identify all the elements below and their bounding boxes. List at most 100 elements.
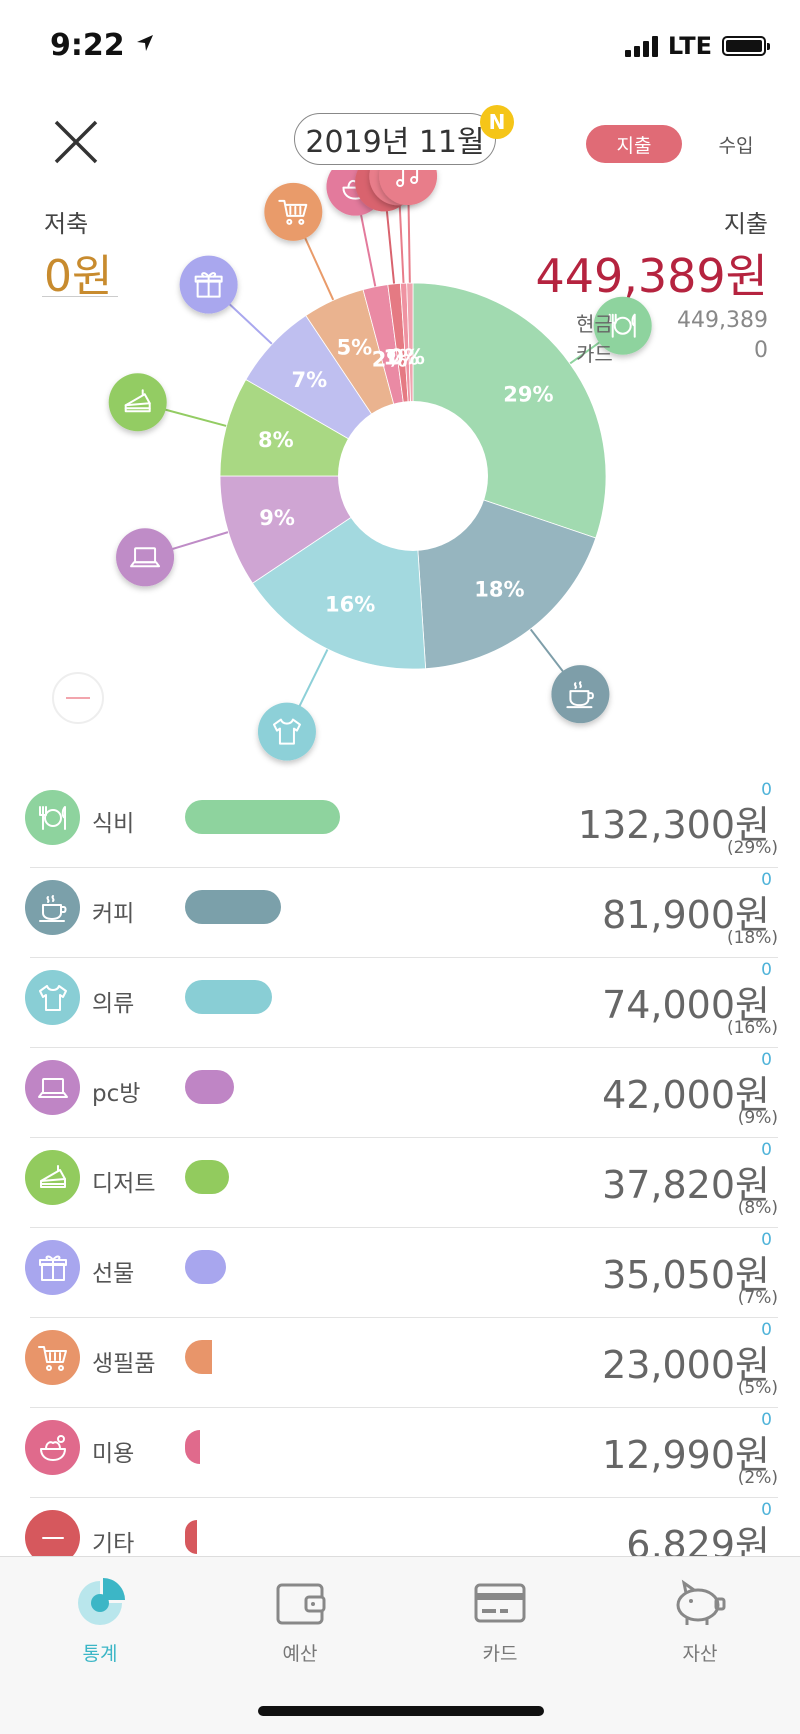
row-divider	[30, 1317, 778, 1318]
location-arrow-icon	[137, 35, 154, 51]
category-bar	[185, 1430, 200, 1464]
category-name: 생필품	[92, 1351, 156, 1377]
savings-value: 0원	[44, 251, 113, 302]
card-icon	[474, 1583, 526, 1623]
row-divider	[30, 1497, 778, 1498]
category-name: 의류	[92, 991, 135, 1017]
chart-bubble-cart-icon[interactable]	[264, 182, 323, 241]
tab-expense[interactable]: 지출	[586, 125, 682, 163]
category-bar	[185, 890, 281, 924]
more-categories-button[interactable]	[52, 672, 104, 724]
list-item[interactable]: 디저트 0 37,820원 (8%)	[0, 1138, 800, 1228]
card-value: 0	[754, 338, 768, 363]
category-bar	[185, 1070, 234, 1104]
category-amount: 74,000원	[602, 983, 770, 1027]
tab-card[interactable]: 카드	[440, 1575, 560, 1675]
tab-assets[interactable]: 자산	[640, 1575, 760, 1675]
battery-icon	[722, 36, 770, 56]
home-indicator	[258, 1706, 544, 1716]
piggy-bank-icon	[676, 1579, 726, 1625]
beauty-icon	[25, 1420, 80, 1475]
category-percent: (29%)	[726, 838, 778, 858]
category-bar	[185, 800, 340, 834]
tshirt-icon	[272, 718, 301, 745]
chart-bubble-tshirt-icon[interactable]	[257, 702, 316, 761]
list-item[interactable]: 생필품 0 23,000원 (5%)	[0, 1318, 800, 1408]
tab-stats-label: 통계	[82, 1643, 118, 1665]
category-amount: 81,900원	[602, 893, 770, 937]
slice-label: 5%	[337, 336, 373, 360]
network-type: LTE	[667, 32, 712, 60]
chart-bubble-music-icon[interactable]	[379, 170, 438, 206]
budget-value: 0	[761, 1410, 772, 1430]
category-bar	[185, 1250, 226, 1284]
cart-icon	[278, 199, 308, 225]
list-item[interactable]: 식비 0 132,300원 (29%)	[0, 778, 800, 868]
status-time: 9:22	[50, 28, 155, 63]
cash-label: 현금	[576, 312, 613, 336]
list-item[interactable]: 선물 0 35,050원 (7%)	[0, 1228, 800, 1318]
chart-bubble-laptop-icon[interactable]	[116, 528, 175, 587]
tshirt-icon	[25, 970, 80, 1025]
slice-label: 16%	[325, 592, 375, 616]
budget-value: 0	[761, 960, 772, 980]
category-list: 식비 0 132,300원 (29%) 커피 0 81,900원 (18%) 의…	[0, 778, 800, 1588]
expense-label: 지출	[723, 210, 768, 238]
new-badge: N	[480, 105, 514, 139]
slice-label: 1%	[383, 346, 419, 370]
coffee-icon	[25, 880, 80, 935]
list-item[interactable]: 미용 0 12,990원 (2%)	[0, 1408, 800, 1498]
row-divider	[30, 1047, 778, 1048]
cash-value: 449,389	[677, 308, 768, 333]
slice-label: 29%	[503, 382, 553, 406]
row-divider	[30, 867, 778, 868]
wallet-icon	[276, 1583, 326, 1625]
chart-bubble-gift-icon[interactable]	[179, 255, 238, 314]
tab-assets-label: 자산	[682, 1643, 718, 1665]
stats-icon	[78, 1578, 125, 1625]
category-percent: (5%)	[737, 1378, 778, 1398]
dining-icon	[25, 790, 80, 845]
list-item[interactable]: 커피 0 81,900원 (18%)	[0, 868, 800, 958]
slice-label: 7%	[292, 368, 328, 392]
category-percent: (8%)	[737, 1198, 778, 1218]
month-selector[interactable]: 2019년 11월	[294, 113, 496, 165]
category-name: 디저트	[92, 1171, 156, 1197]
row-divider	[30, 1407, 778, 1408]
savings-underline	[42, 296, 118, 297]
tab-budget[interactable]: 예산	[240, 1575, 360, 1675]
category-name: 기타	[92, 1531, 135, 1557]
category-percent: (9%)	[737, 1108, 778, 1128]
budget-value: 0	[761, 1140, 772, 1160]
music-icon	[396, 170, 419, 188]
chart-bubble-cake-icon[interactable]	[108, 373, 167, 432]
tab-stats[interactable]: 통계	[40, 1575, 160, 1675]
cart-icon	[25, 1330, 80, 1385]
coffee-icon	[566, 681, 594, 709]
expense-total: 449,389원	[535, 249, 768, 303]
category-name: 선물	[92, 1261, 135, 1287]
category-name: 식비	[92, 811, 135, 837]
category-percent: (18%)	[726, 928, 778, 948]
slice-label: 18%	[474, 578, 524, 602]
card-label: 카드	[576, 342, 613, 366]
savings-label: 저축	[44, 210, 89, 238]
tab-income[interactable]: 수입	[718, 134, 754, 157]
signal-icon	[624, 35, 658, 57]
list-item[interactable]: 의류 0 74,000원 (16%)	[0, 958, 800, 1048]
tab-budget-label: 예산	[282, 1643, 318, 1665]
cake-icon	[124, 389, 151, 413]
list-item[interactable]: pc방 0 42,000원 (9%)	[0, 1048, 800, 1138]
chart-bubble-dining-icon[interactable]	[593, 296, 652, 355]
close-button[interactable]	[52, 118, 100, 166]
category-percent: (16%)	[726, 1018, 778, 1038]
category-amount: 23,000원	[602, 1343, 770, 1387]
bottom-tab-bar: 통계 예산 카드 자산	[0, 1556, 800, 1734]
category-bar	[185, 1520, 197, 1554]
category-bar	[185, 1340, 212, 1374]
budget-value: 0	[761, 870, 772, 890]
chart-bubble-coffee-icon[interactable]	[551, 665, 610, 724]
budget-value: 0	[761, 1230, 772, 1250]
expense-donut-chart: 29% 18% 16% 9% 8% 7% 5% 2%1%0%	[52, 170, 652, 761]
slice-label: 2%	[372, 347, 408, 371]
